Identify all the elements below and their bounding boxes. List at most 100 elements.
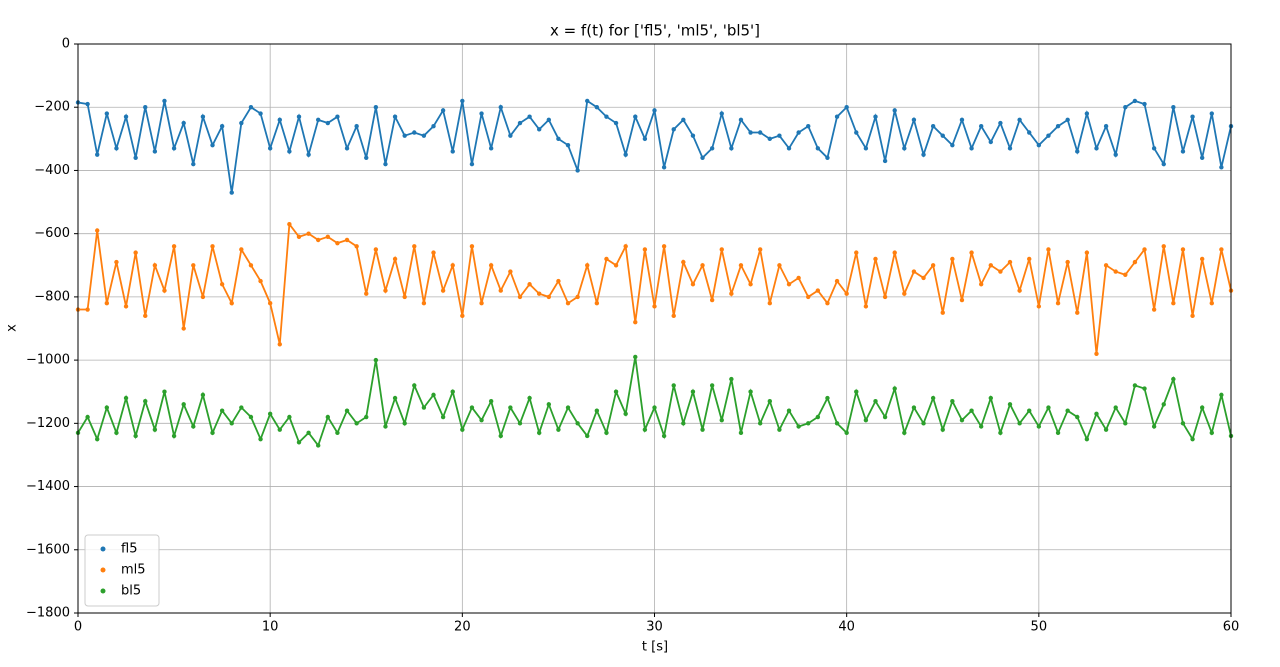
data-point (219, 408, 225, 413)
data-point (354, 421, 359, 426)
data-point (431, 250, 436, 255)
x-tick-label: 50 (1031, 620, 1048, 635)
data-point (1027, 408, 1032, 413)
data-point (661, 165, 667, 170)
data-point (143, 399, 148, 404)
data-point (623, 152, 628, 157)
data-point (440, 108, 446, 113)
data-point (806, 294, 811, 300)
data-point (1161, 161, 1166, 167)
data-point (383, 424, 388, 429)
data-point (623, 244, 628, 249)
data-point (277, 427, 282, 432)
data-point (239, 405, 244, 410)
data-point (969, 250, 974, 255)
data-point (537, 430, 542, 436)
data-point (633, 114, 638, 119)
data-point (1075, 149, 1080, 154)
x-tick-label: 20 (454, 620, 471, 635)
data-point (354, 244, 359, 249)
data-point (988, 263, 993, 268)
data-point (652, 405, 657, 410)
data-point (681, 259, 686, 265)
data-point (1055, 301, 1061, 306)
data-point (863, 304, 869, 309)
data-point (1007, 402, 1013, 407)
data-point (335, 240, 340, 246)
data-point (594, 301, 600, 306)
data-point (556, 278, 561, 284)
data-point (719, 111, 724, 116)
data-point (402, 294, 407, 300)
data-point (316, 443, 321, 448)
data-point (1103, 427, 1109, 432)
data-point (1142, 247, 1147, 252)
data-point (85, 414, 90, 420)
data-point (604, 256, 609, 262)
data-point (114, 146, 119, 151)
data-point (863, 417, 869, 423)
data-point (517, 294, 523, 300)
data-point (488, 399, 494, 404)
x-tick-label: 40 (838, 620, 855, 635)
data-point (642, 136, 648, 142)
data-point (950, 142, 955, 148)
data-point (1123, 421, 1128, 426)
data-point (219, 282, 225, 287)
data-point (863, 146, 869, 151)
data-point (123, 304, 129, 309)
data-point (777, 133, 782, 138)
data-point (1007, 259, 1013, 265)
data-point (498, 288, 503, 293)
data-point (921, 421, 926, 426)
y-tick-label: −400 (34, 163, 70, 178)
data-point (690, 133, 696, 138)
data-point (258, 436, 263, 442)
data-point (123, 114, 129, 119)
data-point (738, 117, 744, 123)
data-point (325, 234, 331, 240)
data-point (1219, 165, 1224, 170)
data-point (998, 120, 1003, 126)
data-point (258, 111, 263, 116)
data-point (200, 294, 206, 300)
data-point (1055, 430, 1061, 436)
data-point (1171, 301, 1176, 306)
data-point (248, 105, 254, 110)
data-point (1142, 386, 1147, 391)
x-tick-label: 10 (262, 620, 279, 635)
data-point (1161, 244, 1166, 249)
data-point (537, 127, 542, 132)
data-point (950, 399, 955, 404)
data-point (200, 114, 206, 119)
data-point (1094, 146, 1099, 151)
data-point (335, 430, 340, 436)
data-point (1151, 424, 1157, 429)
data-point (998, 430, 1003, 436)
data-point (171, 146, 177, 151)
data-point (171, 433, 177, 439)
data-point (786, 282, 792, 287)
data-point (95, 436, 100, 442)
data-point (440, 414, 446, 420)
data-point (373, 105, 379, 110)
data-point (191, 263, 196, 268)
data-point (556, 427, 561, 432)
data-point (652, 304, 657, 309)
data-point (796, 275, 801, 281)
data-point (1199, 155, 1205, 160)
data-point (200, 392, 206, 398)
legend-label: fl5 (121, 542, 137, 557)
data-point (460, 98, 465, 104)
data-point (431, 123, 436, 129)
data-point (825, 395, 830, 401)
data-point (210, 142, 215, 148)
data-point (364, 414, 369, 420)
data-point (969, 146, 974, 151)
data-point (873, 399, 878, 404)
data-point (383, 288, 388, 293)
data-point (143, 313, 148, 319)
data-point (1219, 247, 1224, 252)
data-point (882, 294, 888, 300)
data-point (882, 414, 888, 420)
